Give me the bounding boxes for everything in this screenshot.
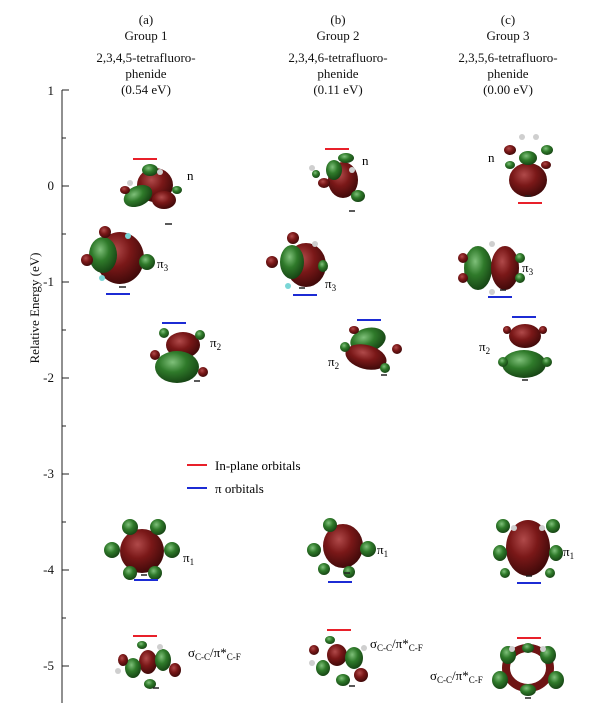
y-axis-ticks xyxy=(62,89,69,667)
tick-label-minus4: -4 xyxy=(43,562,54,577)
g3-n-orbital: n xyxy=(488,134,553,204)
legend-pi-label: π orbitals xyxy=(215,481,264,496)
tick-label-minus1: -1 xyxy=(43,274,54,289)
g3-sigma-label: σC-C/π*C-F xyxy=(430,668,483,685)
group-1-name: Group 1 xyxy=(124,28,168,43)
tick-label-1: 1 xyxy=(48,83,55,98)
tick-label-0: 0 xyxy=(48,178,55,193)
g1-pi3-orbital: π3 xyxy=(81,226,169,295)
g2-pi1-orbital: π1 xyxy=(307,518,388,583)
group-3-energy: (0.00 eV) xyxy=(483,82,533,97)
g3-pi3-label: π3 xyxy=(522,260,534,277)
g1-n-orbital: n xyxy=(120,158,194,225)
group-1-energy: (0.54 eV) xyxy=(121,82,171,97)
g3-pi1-label: π1 xyxy=(563,544,574,561)
g2-pi1-label: π1 xyxy=(377,542,388,559)
tick-label-minus5: -5 xyxy=(43,658,54,673)
g1-sigma-orbital: σC-C/π*C-F xyxy=(115,635,241,689)
legend-inplane-label: In-plane orbitals xyxy=(215,458,301,473)
g2-pi3-orbital: π3 xyxy=(266,232,337,296)
g2-n-label: n xyxy=(362,153,369,168)
tick-label-minus2: -2 xyxy=(43,370,54,385)
g3-pi2-orbital: π2 xyxy=(479,316,552,381)
g2-sigma-label: σC-C/π*C-F xyxy=(370,636,423,653)
g1-sigma-label: σC-C/π*C-F xyxy=(188,645,241,662)
group-1-header: (a) Group 1 2,3,4,5-tetrafluoro- phenide… xyxy=(56,12,236,98)
g1-pi2-label: π2 xyxy=(210,335,221,352)
group-1-molecule: 2,3,4,5-tetrafluoro- phenide xyxy=(96,50,196,81)
g2-pi3-label: π3 xyxy=(325,276,337,293)
g1-pi2-orbital: π2 xyxy=(150,322,221,383)
group-1-letter: (a) xyxy=(138,12,154,27)
g3-pi1-orbital: π1 xyxy=(493,519,574,584)
g3-pi3-orbital: π3 xyxy=(458,241,534,298)
g2-pi2-label: π2 xyxy=(328,354,339,371)
g2-sigma-orbital: σC-C/π*C-F xyxy=(309,629,423,687)
group-2-name: Group 2 xyxy=(316,28,360,43)
g3-pi2-label: π2 xyxy=(479,339,490,356)
group-3-letter: (c) xyxy=(500,12,516,27)
g1-n-label: n xyxy=(187,168,194,183)
g1-pi3-label: π3 xyxy=(157,256,169,273)
tick-label-minus3: -3 xyxy=(43,466,54,481)
legend: In-plane orbitals π orbitals xyxy=(187,458,301,496)
group-3-molecule: 2,3,5,6-tetrafluoro- phenide xyxy=(458,50,558,81)
group-3-name: Group 3 xyxy=(486,28,530,43)
group-3-header: (c) Group 3 2,3,5,6-tetrafluoro- phenide… xyxy=(418,12,598,98)
group-2-energy: (0.11 eV) xyxy=(313,82,363,97)
g2-n-orbital: n xyxy=(309,148,369,212)
group-2-molecule: 2,3,4,6-tetrafluoro- phenide xyxy=(288,50,388,81)
g3-n-label: n xyxy=(488,150,495,165)
g2-pi2-orbital: π2 xyxy=(328,319,402,376)
g3-sigma-orbital: σC-C/π*C-F xyxy=(430,637,564,699)
g1-pi1-orbital: π1 xyxy=(104,519,194,581)
g1-pi1-label: π1 xyxy=(183,550,194,567)
group-2-header: (b) Group 2 2,3,4,6-tetrafluoro- phenide… xyxy=(248,12,428,98)
group-2-letter: (b) xyxy=(330,12,346,27)
